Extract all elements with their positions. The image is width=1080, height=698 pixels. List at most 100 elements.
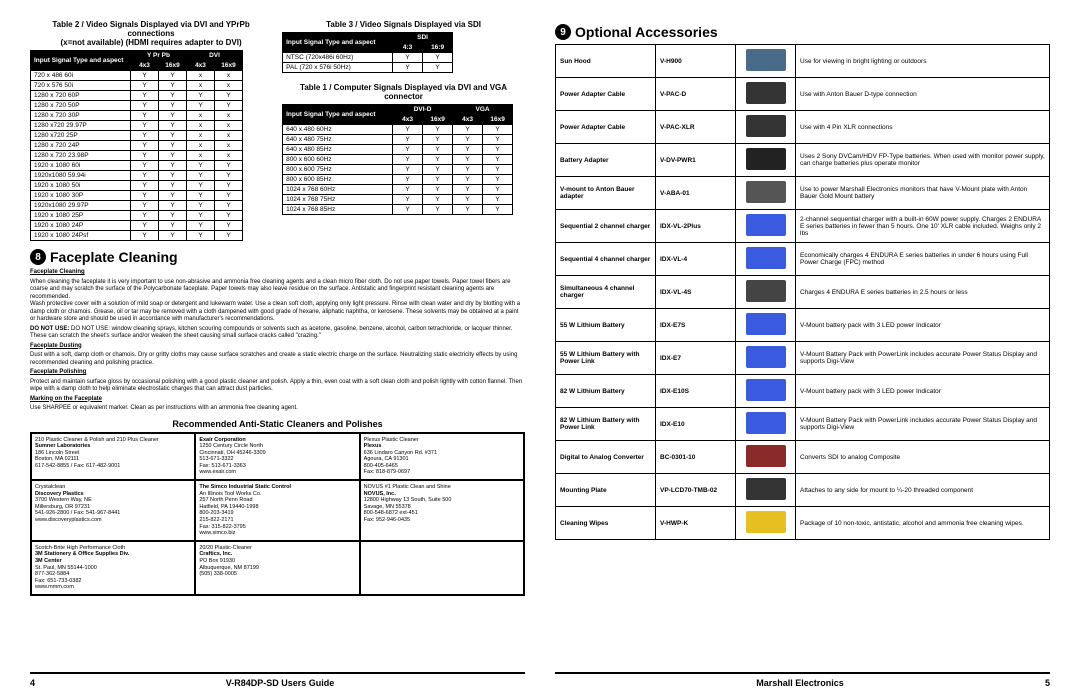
cell: Y <box>483 165 513 175</box>
cell: x <box>215 81 243 91</box>
acc-model: IDX-E10 <box>656 408 736 441</box>
supplier-cell: 210 Plastic Cleaner & Polish and 210 Plu… <box>31 433 195 481</box>
acc-image <box>736 210 796 243</box>
acc-image <box>736 342 796 375</box>
acc-model: IDX-VL-4 <box>656 243 736 276</box>
section9-title: Optional Accessories <box>575 24 718 40</box>
section9-num: 9 <box>555 24 571 40</box>
cell: Y <box>215 221 243 231</box>
cell: Y <box>423 135 453 145</box>
table2-h-label: Input Signal Type and aspect <box>31 51 131 71</box>
col-head: 16x9 <box>159 61 187 71</box>
acc-name: Cleaning Wipes <box>556 507 656 540</box>
product-icon <box>746 478 786 500</box>
acc-model: BC-0301-10 <box>656 441 736 474</box>
cell: Y <box>483 185 513 195</box>
acc-image <box>736 408 796 441</box>
cell: 1280 x 720 50P <box>31 101 131 111</box>
cell: Y <box>483 135 513 145</box>
cell: Y <box>131 121 159 131</box>
cell: Y <box>131 231 159 241</box>
cell: Y <box>215 191 243 201</box>
section9-head: 9 Optional Accessories <box>555 24 1050 40</box>
acc-image <box>736 309 796 342</box>
cell: Y <box>131 81 159 91</box>
cell: 1024 x 768 75Hz <box>283 195 393 205</box>
cell: Y <box>187 161 215 171</box>
accessories-table: Sun HoodV-H900Use for viewing in bright … <box>555 44 1050 540</box>
cell: Y <box>423 205 453 215</box>
cell: 1920 x 1080 30P <box>31 191 131 201</box>
cell: 1920 x 1080 60i <box>31 161 131 171</box>
acc-desc: V-Mount Battery Pack with PowerLink incl… <box>796 408 1050 441</box>
cell: Y <box>131 141 159 151</box>
cell: Y <box>393 125 423 135</box>
acc-desc: Uses 2 Sony DVCam/HDV FP-Type batteries.… <box>796 144 1050 177</box>
s8-p4: Protect and maintain surface gloss by oc… <box>30 379 525 394</box>
supplier-cell: NOVUS #1 Plastic Clean and ShineNOVUS, I… <box>360 480 524 541</box>
cell: 1920x1080 59.94i <box>31 171 131 181</box>
cell: Y <box>159 231 187 241</box>
cell: Y <box>131 211 159 221</box>
acc-image <box>736 144 796 177</box>
s8-p3: Dust with a soft, damp cloth or chamois.… <box>30 352 525 367</box>
acc-image <box>736 441 796 474</box>
acc-image <box>736 474 796 507</box>
cell: Y <box>159 161 187 171</box>
footer-company: Marshall Electronics <box>555 678 1045 688</box>
table1-h-label: Input Signal Type and aspect <box>283 105 393 125</box>
cell: 1280 x720 25P <box>31 131 131 141</box>
supplier-cell: Scotch-Brite High Performance Cloth3M St… <box>31 541 195 595</box>
cell: 640 x 480 75Hz <box>283 135 393 145</box>
acc-image <box>736 276 796 309</box>
section8-title: Faceplate Cleaning <box>50 249 178 265</box>
cell: x <box>187 121 215 131</box>
footer-guide: V-R84DP-SD Users Guide <box>35 678 525 688</box>
cell: Y <box>159 121 187 131</box>
table1: Input Signal Type and aspect DVI-D VGA 4… <box>282 104 513 215</box>
cell: Y <box>215 171 243 181</box>
cell: Y <box>159 101 187 111</box>
page-right: 9 Optional Accessories Sun HoodV-H900Use… <box>540 20 1050 688</box>
acc-name: Power Adapter Cable <box>556 111 656 144</box>
page-left: Table 2 / Video Signals Displayed via DV… <box>30 20 540 688</box>
acc-desc: Use with Anton Bauer D-type connection <box>796 78 1050 111</box>
cell: Y <box>131 131 159 141</box>
acc-image <box>736 507 796 540</box>
cell: Y <box>453 155 483 165</box>
s8-h4: Marking on the Faceplate <box>30 396 525 404</box>
cell: Y <box>131 71 159 81</box>
acc-model: IDX-VL-2Plus <box>656 210 736 243</box>
cell: Y <box>453 175 483 185</box>
acc-model: V-DV-PWR1 <box>656 144 736 177</box>
col-head: 16x9 <box>423 115 453 125</box>
cell: Y <box>215 201 243 211</box>
cell: Y <box>215 211 243 221</box>
footer-left: 4 V-R84DP-SD Users Guide <box>30 672 525 688</box>
cell: Y <box>159 221 187 231</box>
s8-h3: Faceplate Polishing <box>30 369 525 377</box>
cell: Y <box>423 145 453 155</box>
acc-desc: Converts SDI to analog Composite <box>796 441 1050 474</box>
cell: Y <box>187 101 215 111</box>
cell: Y <box>423 195 453 205</box>
table2: Input Signal Type and aspect Y Pr Pb DVI… <box>30 50 243 241</box>
acc-model: IDX-E7S <box>656 309 736 342</box>
table1-hg2: VGA <box>453 105 513 115</box>
cell: 1920 x 1080 24P <box>31 221 131 231</box>
cell: Y <box>187 211 215 221</box>
acc-name: Digital to Analog Converter <box>556 441 656 474</box>
acc-desc: Package of 10 non-toxic, antistatic, alc… <box>796 507 1050 540</box>
cell: Y <box>215 161 243 171</box>
cell: Y <box>131 111 159 121</box>
col-head: 4x3 <box>131 61 159 71</box>
cell: Y <box>393 53 423 63</box>
product-icon <box>746 148 786 170</box>
supplier-cell: CrystalcleanDiscovery Plastics3700 Weste… <box>31 480 195 541</box>
acc-name: Sun Hood <box>556 45 656 78</box>
cell: Y <box>187 191 215 201</box>
product-icon <box>746 214 786 236</box>
cell: Y <box>187 171 215 181</box>
product-icon <box>746 346 786 368</box>
cell: x <box>187 141 215 151</box>
